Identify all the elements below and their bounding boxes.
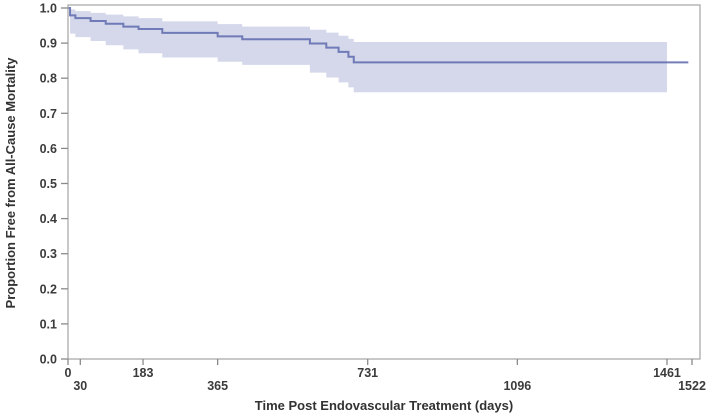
x-axis-title: Time Post Endovascular Treatment (days) xyxy=(255,398,513,413)
y-tick-label: 0.7 xyxy=(40,107,57,121)
y-tick-label: 0.2 xyxy=(40,282,57,296)
y-tick-label: 0.4 xyxy=(40,212,57,226)
confidence-band xyxy=(68,8,667,93)
plot-border xyxy=(67,4,701,360)
x-tick-label: 1461 xyxy=(653,366,681,380)
y-tick-label: 0.5 xyxy=(40,177,57,191)
y-axis: 0.0 0.1 0.2 0.3 0.4 0.5 0.6 0.7 0.8 0.9 1.0 xyxy=(40,2,68,367)
survival-step-line xyxy=(68,7,689,64)
y-tick-label: 0.8 xyxy=(40,72,57,86)
x-tick-label: 0 xyxy=(65,366,72,380)
y-tick-label: 1.0 xyxy=(40,2,57,16)
x-tick-label: 30 xyxy=(73,379,87,393)
survival-curve-layer xyxy=(68,7,689,64)
plot-frame xyxy=(67,4,701,360)
x-tick-label: 183 xyxy=(133,366,154,380)
y-axis-title: Proportion Free from All-Cause Mortality xyxy=(3,57,18,309)
x-tick-label: 365 xyxy=(207,379,228,393)
y-tick-label: 0.3 xyxy=(40,247,57,261)
y-tick-label: 0.1 xyxy=(40,317,57,331)
x-tick-label: 1096 xyxy=(503,379,531,393)
x-tick-label: 1522 xyxy=(678,379,706,393)
y-tick-label: 0.9 xyxy=(40,37,57,51)
y-tick-label: 0.6 xyxy=(40,142,57,156)
y-tick-label: 0.0 xyxy=(40,353,57,367)
x-tick-label: 731 xyxy=(357,366,378,380)
confidence-band-layer xyxy=(68,8,667,93)
